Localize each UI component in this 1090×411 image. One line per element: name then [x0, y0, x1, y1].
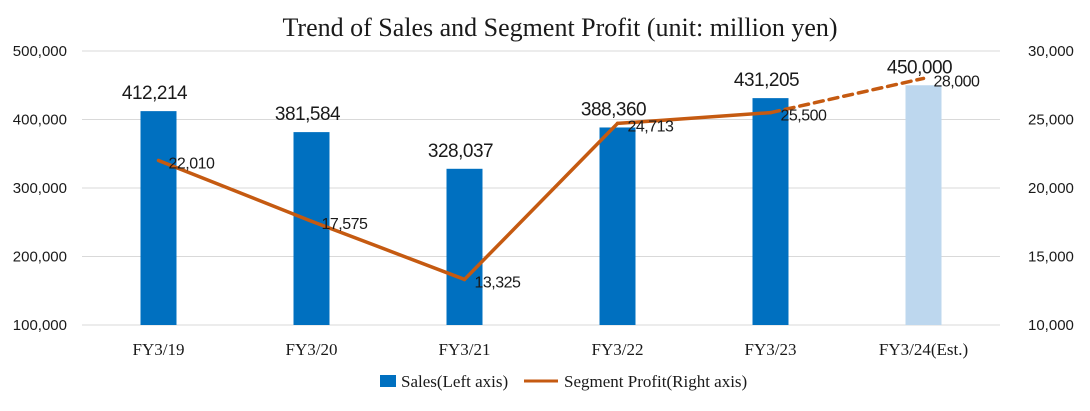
right-tick-label: 10,000	[1028, 317, 1074, 334]
right-tick-label: 15,000	[1028, 249, 1074, 266]
profit-value-label: 24,713	[628, 118, 675, 135]
profit-line-segment	[309, 219, 467, 282]
sales-bar	[293, 132, 330, 325]
sales-value-label: 431,205	[734, 70, 799, 91]
left-tick-label: 200,000	[13, 249, 67, 266]
category-axis: FY3/19 FY3/20 FY3/21 FY3/22 FY3/23 FY3/24(Est…	[133, 340, 969, 359]
profit-value-label: 28,000	[934, 73, 981, 90]
sales-bar	[905, 85, 942, 325]
profit-data-labels: 22,010 17,575 13,325 24,713 25,500 28,000	[169, 73, 981, 291]
left-axis: 100,000 200,000 300,000 400,000 500,000	[13, 43, 67, 334]
legend-label-sales: Sales(Left axis)	[401, 372, 508, 391]
profit-value-label: 22,010	[169, 155, 216, 172]
category-label: FY3/22	[592, 340, 644, 359]
profit-value-label: 17,575	[322, 216, 369, 233]
legend-label-profit: Segment Profit(Right axis)	[564, 372, 747, 391]
sales-value-label: 450,000	[887, 57, 952, 78]
sales-data-labels: 412,214 381,584 328,037 388,360 431,205 450,0…	[122, 57, 953, 162]
profit-value-label: 25,500	[781, 108, 828, 125]
sales-value-label: 388,360	[581, 99, 646, 120]
sales-value-label: 328,037	[428, 141, 493, 162]
left-tick-label: 100,000	[13, 317, 67, 334]
legend: Sales(Left axis) Segment Profit(Right ax…	[380, 372, 747, 391]
profit-line-segment	[615, 110, 773, 126]
legend-swatch-sales	[380, 375, 396, 387]
sales-bars	[140, 85, 942, 326]
sales-bar	[446, 168, 483, 325]
category-label: FY3/21	[439, 340, 491, 359]
profit-value-label: 13,325	[475, 274, 522, 291]
left-tick-label: 400,000	[13, 112, 67, 129]
category-label: FY3/23	[745, 340, 797, 359]
chart-title: Trend of Sales and Segment Profit (unit:…	[282, 13, 837, 42]
right-tick-label: 30,000	[1028, 43, 1074, 60]
right-axis: 10,000 15,000 20,000 25,000 30,000	[1028, 43, 1074, 334]
left-tick-label: 300,000	[13, 180, 67, 197]
sales-bar	[752, 98, 789, 325]
right-tick-label: 25,000	[1028, 112, 1074, 129]
sales-value-label: 381,584	[275, 104, 341, 125]
sales-bar	[140, 111, 177, 325]
right-tick-label: 20,000	[1028, 180, 1074, 197]
sales-value-label: 412,214	[122, 83, 188, 104]
profit-line-segment	[156, 158, 314, 223]
left-tick-label: 500,000	[13, 43, 67, 60]
category-label: FY3/20	[286, 340, 338, 359]
profit-line-segment-estimate	[768, 76, 926, 115]
gridlines	[82, 50, 1000, 326]
category-label: FY3/24(Est.)	[879, 340, 968, 359]
sales-bar	[599, 127, 636, 326]
profit-line	[156, 76, 926, 282]
category-label: FY3/19	[133, 340, 185, 359]
profit-line-segment	[462, 121, 620, 282]
